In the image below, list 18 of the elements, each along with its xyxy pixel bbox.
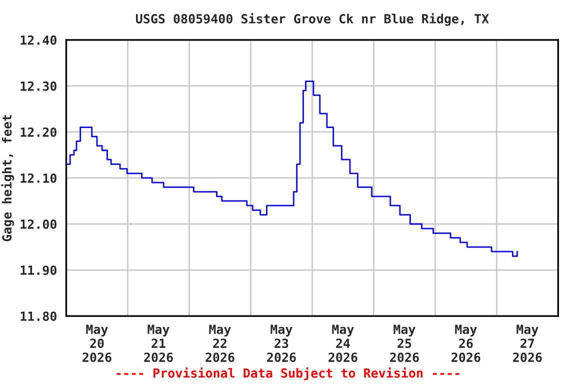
y-tick-label: 12.30 (20, 81, 56, 91)
x-tick-label: May 21 2026 (144, 324, 173, 362)
text: ---- Provisional Data Subject to Revision ---- (116, 367, 460, 380)
x-tick-label: May 26 2026 (452, 324, 480, 362)
chart-title: USGS 08059400 Sister Grove Ck nr Blue Ridge, TX (136, 13, 489, 26)
y-tick-label: 11.80 (20, 312, 56, 321)
x-tick-label: May 24 2026 (328, 324, 358, 362)
x-tick-label: May 27 2026 (513, 324, 542, 362)
y-tick-label: 12.40 (20, 35, 56, 45)
x-tick-label: May 25 2026 (390, 324, 419, 362)
y-tick-label: 12.10 (20, 173, 56, 183)
y-axis-title: Gage height, feet (1, 114, 14, 242)
x-tick-label: May 20 2026 (82, 324, 112, 362)
y-tick-label: 12.20 (20, 127, 56, 137)
y-tick-label: 11.90 (20, 265, 56, 276)
y-tick-label: 12.00 (20, 219, 56, 229)
x-tick-label: May 23 2026 (267, 324, 296, 362)
x-tick-label: May 22 2026 (206, 324, 234, 362)
